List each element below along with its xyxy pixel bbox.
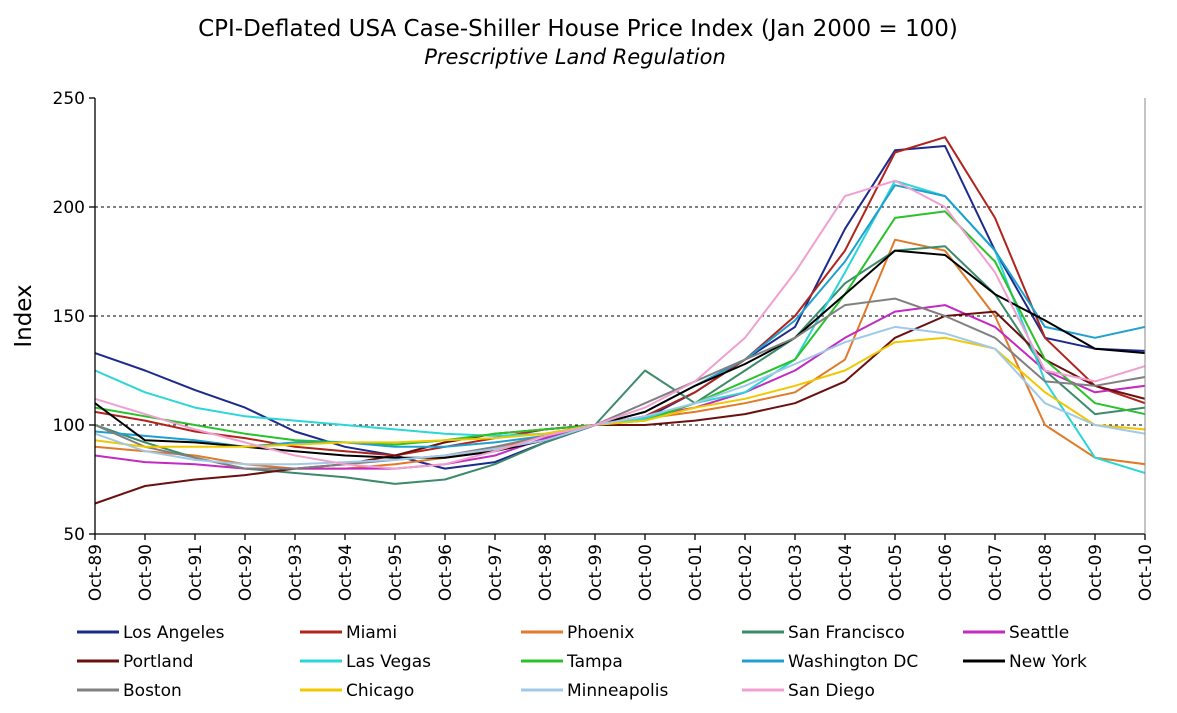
legend-item: Minneapolis: [521, 681, 668, 701]
legend-item: Las Vegas: [300, 652, 431, 672]
legend-item: Boston: [77, 681, 182, 701]
x-tick-label: Oct-07: [986, 544, 1006, 601]
x-tick-label: Oct-04: [836, 544, 856, 601]
legend-label: Minneapolis: [567, 681, 668, 701]
series-line: [94, 210, 1146, 446]
legend-label: Los Angeles: [123, 623, 225, 643]
x-tick-label: Oct-09: [1086, 544, 1106, 601]
legend-item: New York: [963, 652, 1087, 672]
legend-label: San Francisco: [788, 623, 905, 643]
legend-label: Miami: [346, 623, 397, 643]
series-lines: [94, 136, 1146, 505]
gridlines: [95, 206, 1145, 426]
series-line: [94, 297, 1146, 470]
legend-item: Portland: [77, 652, 193, 672]
x-tick-label: Oct-05: [886, 544, 906, 601]
legend-label: Boston: [123, 681, 182, 701]
y-tick-labels: 50 100 150 200 250: [53, 89, 85, 545]
x-tick-label: Oct-94: [336, 544, 356, 601]
x-tick-label: Oct-10: [1136, 544, 1156, 601]
x-tick-label: Oct-00: [636, 544, 656, 601]
legend-label: Phoenix: [567, 623, 634, 643]
series-line: [94, 245, 1146, 485]
y-tick-label: 100: [53, 416, 85, 436]
y-tick-label: 200: [53, 198, 85, 218]
y-tick-label: 250: [53, 89, 85, 109]
legend-label: Portland: [123, 652, 193, 672]
series-line: [94, 136, 1146, 457]
x-tick-label: Oct-08: [1036, 544, 1056, 601]
x-tick-label: Oct-98: [536, 544, 556, 601]
x-tick-label: Oct-89: [86, 544, 106, 601]
chart-subtitle: Prescriptive Land Regulation: [424, 45, 726, 69]
legend-item: San Francisco: [742, 623, 905, 643]
x-tick-labels: Oct-89 Oct-90 Oct-91 Oct-92 Oct-93 Oct-94 Oct-…: [86, 544, 1156, 601]
x-tick-label: Oct-06: [936, 544, 956, 601]
series-line: [94, 179, 1146, 474]
series-line: [94, 336, 1146, 448]
x-tick-label: Oct-99: [586, 544, 606, 601]
legend: Los Angeles Miami Phoenix San Francisco Seat…: [77, 623, 1087, 701]
legend-label: Las Vegas: [346, 652, 431, 672]
x-tick-label: Oct-02: [736, 544, 756, 601]
legend-label: San Diego: [788, 681, 875, 701]
legend-item: Tampa: [521, 652, 623, 672]
x-tick-label: Oct-03: [786, 544, 806, 601]
legend-label: New York: [1009, 652, 1087, 672]
x-tick-label: Oct-93: [286, 544, 306, 601]
series-line: [94, 310, 1146, 505]
y-tick-label: 150: [53, 307, 85, 327]
legend-item: Chicago: [300, 681, 414, 701]
legend-item: Phoenix: [521, 623, 634, 643]
series-line: [94, 249, 1146, 459]
x-tick-label: Oct-97: [486, 544, 506, 601]
x-tick-label: Oct-96: [436, 544, 456, 601]
x-tick-label: Oct-01: [686, 544, 706, 601]
legend-item: San Diego: [742, 681, 875, 701]
x-tick-label: Oct-90: [136, 544, 156, 601]
y-axis-label: Index: [11, 284, 37, 347]
y-tick-label: 50: [63, 525, 85, 545]
x-tick-label: Oct-91: [186, 544, 206, 601]
x-tick-label: Oct-95: [386, 544, 406, 601]
legend-item: Los Angeles: [77, 623, 225, 643]
legend-label: Seattle: [1009, 623, 1069, 643]
legend-item: Seattle: [963, 623, 1069, 643]
legend-item: Miami: [300, 623, 397, 643]
legend-label: Chicago: [346, 681, 414, 701]
axes: [89, 97, 1146, 540]
chart-title: CPI-Deflated USA Case-Shiller House Pric…: [198, 16, 958, 42]
series-line: [94, 179, 1146, 470]
series-line: [94, 325, 1146, 466]
legend-label: Tampa: [566, 652, 623, 672]
legend-item: Washington DC: [742, 652, 918, 672]
legend-label: Washington DC: [788, 652, 918, 672]
x-tick-label: Oct-92: [236, 544, 256, 601]
